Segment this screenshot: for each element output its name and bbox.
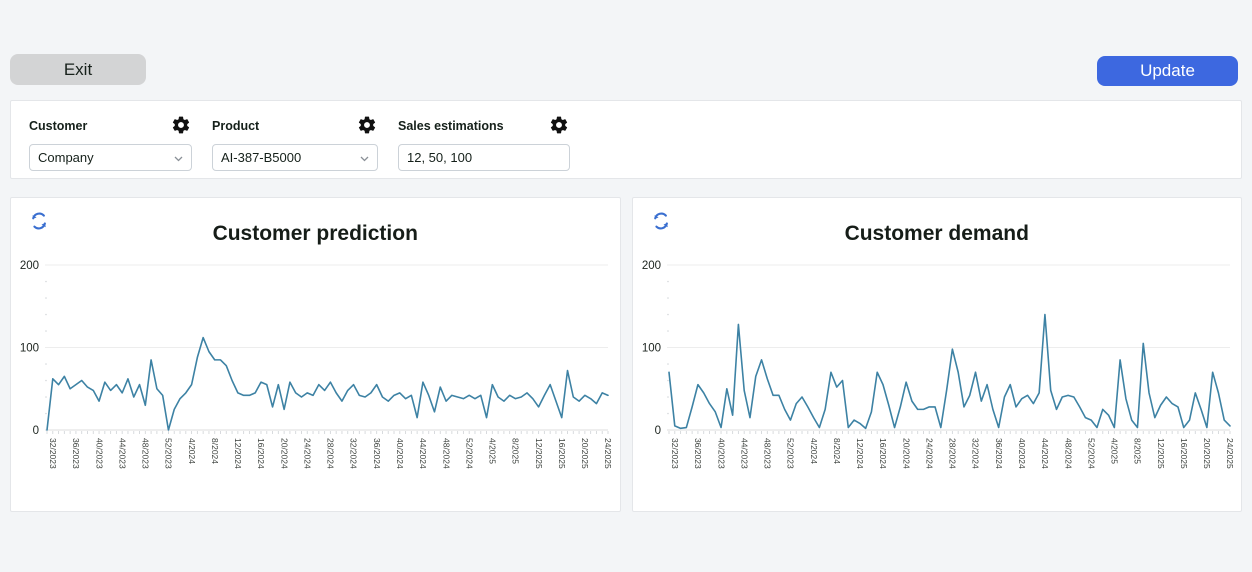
svg-text:16/2025: 16/2025 bbox=[1178, 438, 1188, 469]
svg-text:12/2025: 12/2025 bbox=[534, 438, 544, 469]
svg-text:44/2024: 44/2024 bbox=[1040, 438, 1050, 469]
svg-text:4/2025: 4/2025 bbox=[1109, 438, 1119, 464]
svg-text:36/2024: 36/2024 bbox=[372, 438, 382, 469]
customer-select[interactable]: Company bbox=[29, 144, 192, 171]
svg-text:52/2023: 52/2023 bbox=[785, 438, 795, 469]
svg-text:4/2024: 4/2024 bbox=[808, 438, 818, 464]
svg-text:48/2024: 48/2024 bbox=[441, 438, 451, 469]
svg-text:200: 200 bbox=[641, 260, 660, 272]
svg-text:12/2024: 12/2024 bbox=[233, 438, 243, 469]
svg-text:20/2024: 20/2024 bbox=[279, 438, 289, 469]
svg-text:24/2024: 24/2024 bbox=[302, 438, 312, 469]
svg-text:20/2025: 20/2025 bbox=[1202, 438, 1212, 469]
svg-text:100: 100 bbox=[641, 343, 660, 355]
sales-filter-group: Sales estimations bbox=[398, 115, 570, 171]
svg-text:44/2023: 44/2023 bbox=[117, 438, 127, 469]
svg-text:52/2024: 52/2024 bbox=[1086, 438, 1096, 469]
svg-text:12/2025: 12/2025 bbox=[1155, 438, 1165, 469]
refresh-icon bbox=[28, 212, 50, 235]
prediction-chart-title: Customer prediction bbox=[212, 222, 418, 245]
filter-bar: Customer Company Product AI-387-B500 bbox=[10, 100, 1242, 179]
svg-text:0: 0 bbox=[33, 425, 39, 437]
charts-row: Customer prediction 0 100 200 32/2023 36/202… bbox=[10, 197, 1242, 512]
svg-text:40/2024: 40/2024 bbox=[395, 438, 405, 469]
product-settings-button[interactable] bbox=[356, 115, 378, 137]
sales-filter-head: Sales estimations bbox=[398, 115, 570, 137]
product-select[interactable]: AI-387-B5000 bbox=[212, 144, 378, 171]
svg-text:40/2023: 40/2023 bbox=[716, 438, 726, 469]
chevron-down-icon bbox=[360, 150, 369, 165]
svg-text:48/2024: 48/2024 bbox=[1063, 438, 1073, 469]
svg-text:32/2023: 32/2023 bbox=[670, 438, 680, 469]
product-label: Product bbox=[212, 119, 260, 133]
product-filter-group: Product AI-387-B5000 bbox=[212, 115, 378, 171]
sales-estimations-input[interactable] bbox=[398, 144, 570, 171]
demand-chart: 0 100 200 32/2023 36/2023 40/2023 44/2023 48/20… bbox=[641, 260, 1235, 469]
demand-chart-card: Customer demand 0 100 200 32/2023 36/2023 40/… bbox=[631, 197, 1242, 512]
svg-text:100: 100 bbox=[20, 343, 39, 355]
svg-text:4/2025: 4/2025 bbox=[488, 438, 498, 464]
svg-text:16/2024: 16/2024 bbox=[256, 438, 266, 469]
svg-text:4/2024: 4/2024 bbox=[187, 438, 197, 464]
update-button[interactable]: Update bbox=[1097, 56, 1238, 86]
svg-text:8/2024: 8/2024 bbox=[210, 438, 220, 464]
svg-text:8/2025: 8/2025 bbox=[511, 438, 521, 464]
exit-button[interactable]: Exit bbox=[10, 54, 146, 85]
prediction-refresh-button[interactable] bbox=[27, 210, 51, 234]
svg-text:8/2025: 8/2025 bbox=[1132, 438, 1142, 464]
svg-text:48/2023: 48/2023 bbox=[141, 438, 151, 469]
svg-text:16/2025: 16/2025 bbox=[557, 438, 567, 469]
svg-text:48/2023: 48/2023 bbox=[762, 438, 772, 469]
svg-text:24/2025: 24/2025 bbox=[603, 438, 613, 469]
product-filter-head: Product bbox=[212, 115, 378, 137]
svg-text:32/2024: 32/2024 bbox=[970, 438, 980, 469]
svg-text:20/2024: 20/2024 bbox=[901, 438, 911, 469]
svg-text:8/2024: 8/2024 bbox=[831, 438, 841, 464]
svg-text:200: 200 bbox=[20, 260, 39, 272]
customer-label: Customer bbox=[29, 119, 88, 133]
customer-settings-button[interactable] bbox=[170, 115, 192, 137]
svg-text:52/2023: 52/2023 bbox=[164, 438, 174, 469]
svg-text:32/2024: 32/2024 bbox=[349, 438, 359, 469]
svg-text:24/2024: 24/2024 bbox=[924, 438, 934, 469]
prediction-chart: 0 100 200 32/2023 36/2023 40/2023 44/2023 48/20… bbox=[20, 260, 613, 469]
customer-filter-head: Customer bbox=[29, 115, 192, 137]
customer-filter-group: Customer Company bbox=[29, 115, 192, 171]
svg-text:36/2023: 36/2023 bbox=[71, 438, 81, 469]
prediction-chart-card: Customer prediction 0 100 200 32/2023 36/202… bbox=[10, 197, 621, 512]
product-select-value: AI-387-B5000 bbox=[221, 150, 302, 165]
svg-text:28/2024: 28/2024 bbox=[947, 438, 957, 469]
svg-text:12/2024: 12/2024 bbox=[855, 438, 865, 469]
sales-estimations-label: Sales estimations bbox=[398, 119, 504, 133]
gear-icon bbox=[357, 115, 377, 138]
svg-text:24/2025: 24/2025 bbox=[1225, 438, 1235, 469]
svg-text:28/2024: 28/2024 bbox=[326, 438, 336, 469]
svg-text:40/2024: 40/2024 bbox=[1017, 438, 1027, 469]
svg-text:52/2024: 52/2024 bbox=[464, 438, 474, 469]
demand-refresh-button[interactable] bbox=[649, 210, 673, 234]
gear-icon bbox=[171, 115, 191, 138]
svg-text:20/2025: 20/2025 bbox=[580, 438, 590, 469]
customer-select-value: Company bbox=[38, 150, 94, 165]
svg-text:16/2024: 16/2024 bbox=[878, 438, 888, 469]
sales-settings-button[interactable] bbox=[548, 115, 570, 137]
svg-text:44/2024: 44/2024 bbox=[418, 438, 428, 469]
svg-text:44/2023: 44/2023 bbox=[739, 438, 749, 469]
demand-chart-title: Customer demand bbox=[844, 222, 1029, 245]
svg-text:40/2023: 40/2023 bbox=[94, 438, 104, 469]
gear-icon bbox=[549, 115, 569, 138]
svg-text:36/2023: 36/2023 bbox=[693, 438, 703, 469]
chevron-down-icon bbox=[174, 150, 183, 165]
svg-text:32/2023: 32/2023 bbox=[48, 438, 58, 469]
svg-text:36/2024: 36/2024 bbox=[993, 438, 1003, 469]
refresh-icon bbox=[650, 212, 672, 235]
svg-text:0: 0 bbox=[654, 425, 660, 437]
